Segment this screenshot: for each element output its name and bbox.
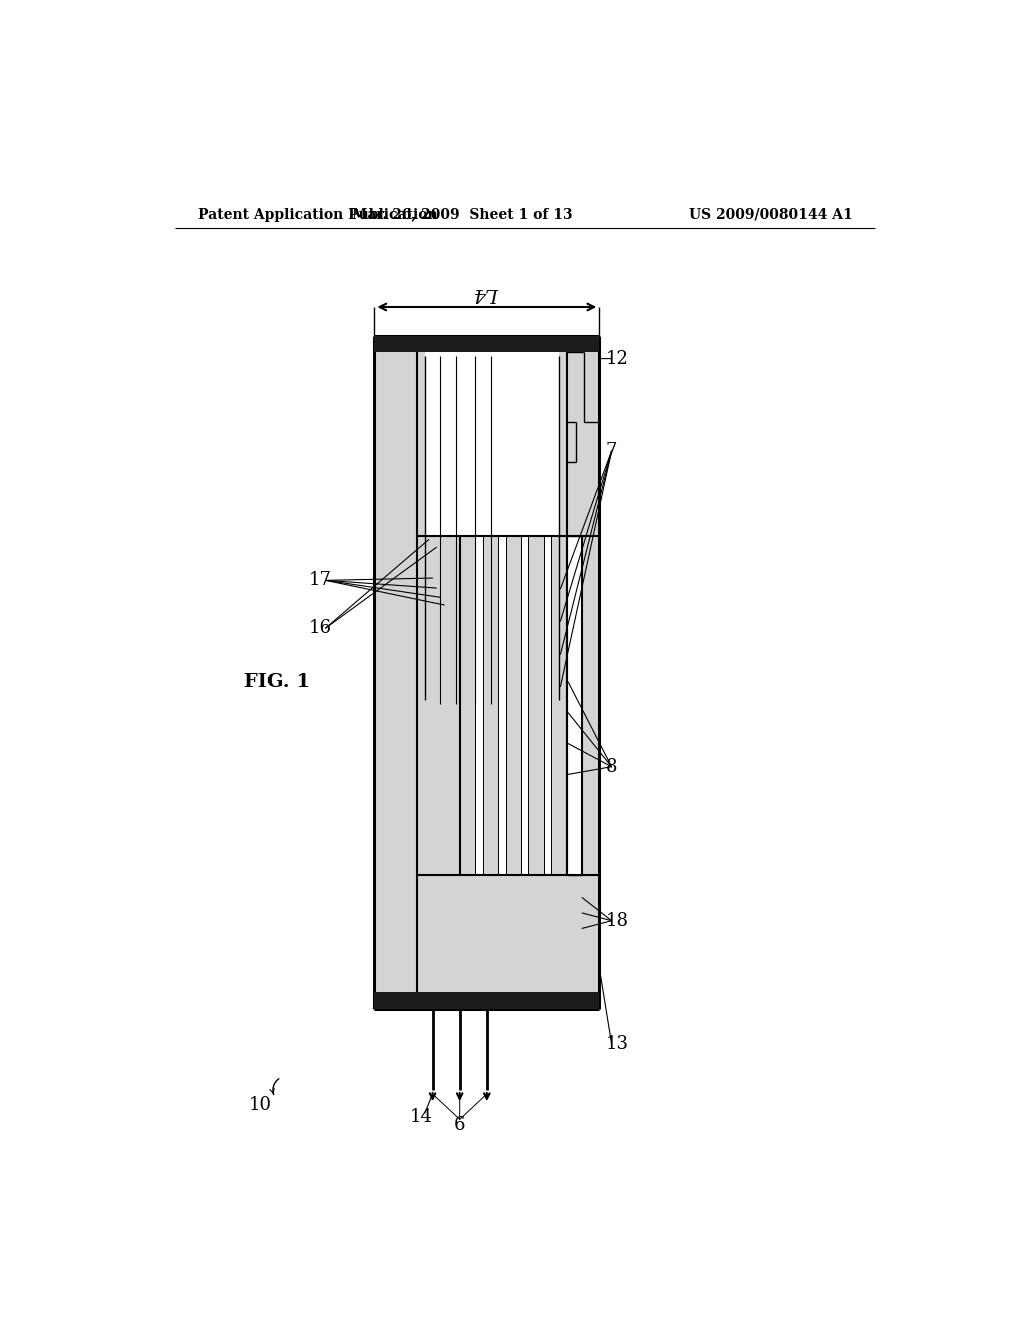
Bar	[475, 536, 482, 875]
Text: Patent Application Publication: Patent Application Publication	[198, 207, 437, 222]
Bar	[425, 352, 559, 536]
Text: 8: 8	[605, 758, 616, 776]
Bar	[551, 536, 566, 875]
Bar	[544, 536, 551, 875]
Text: 13: 13	[605, 1035, 629, 1053]
Bar	[506, 536, 521, 875]
Bar	[375, 352, 417, 993]
Bar	[460, 536, 475, 875]
Text: US 2009/0080144 A1: US 2009/0080144 A1	[689, 207, 853, 222]
Bar	[566, 536, 583, 875]
Text: 7: 7	[605, 442, 616, 459]
Bar	[498, 536, 506, 875]
Text: 17: 17	[309, 572, 332, 589]
Bar	[375, 335, 599, 1010]
Text: 6: 6	[454, 1115, 466, 1134]
Bar	[425, 356, 559, 532]
Bar	[375, 993, 599, 1010]
Text: 12: 12	[605, 350, 629, 367]
Text: 18: 18	[605, 912, 629, 929]
Text: 16: 16	[309, 619, 332, 638]
Text: L4: L4	[474, 284, 500, 302]
Bar	[482, 536, 498, 875]
Bar	[528, 536, 544, 875]
Bar	[521, 536, 528, 875]
Bar	[566, 875, 599, 993]
Bar	[566, 352, 599, 536]
Bar	[375, 335, 599, 352]
Text: 14: 14	[410, 1107, 432, 1126]
Bar	[375, 875, 566, 993]
Text: FIG. 1: FIG. 1	[245, 673, 310, 690]
Bar	[583, 536, 599, 875]
Bar	[375, 352, 599, 536]
Bar	[417, 536, 460, 875]
Text: 10: 10	[249, 1097, 271, 1114]
Text: Mar. 26, 2009  Sheet 1 of 13: Mar. 26, 2009 Sheet 1 of 13	[352, 207, 573, 222]
